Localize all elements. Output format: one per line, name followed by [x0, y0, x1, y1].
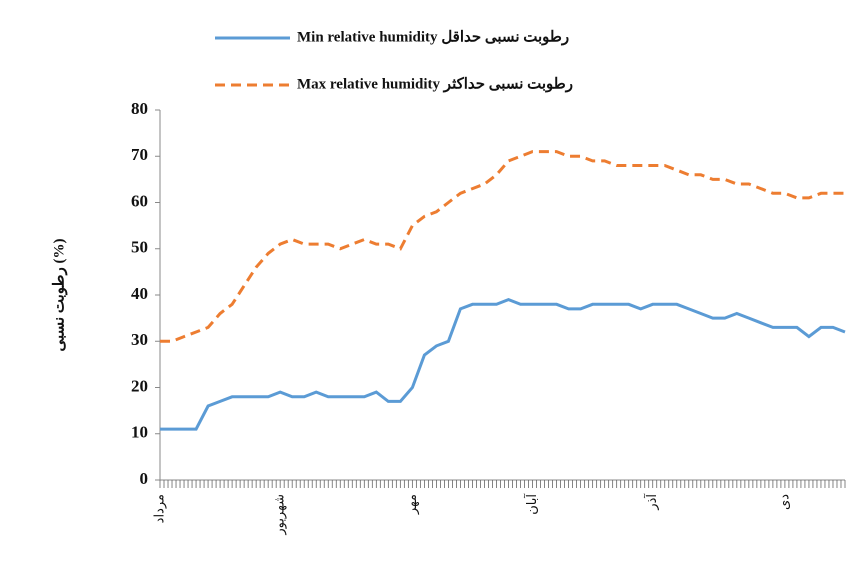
y-tick-label: 60 — [131, 191, 148, 210]
x-tick-label: آبان — [523, 493, 540, 515]
x-tick-label: دی — [777, 494, 792, 510]
x-tick-label: شهریور — [273, 494, 288, 536]
y-tick-label: 30 — [131, 330, 148, 349]
y-axis-label: رطوبت نسبی (%) — [51, 239, 67, 352]
y-tick-label: 40 — [131, 284, 148, 303]
x-tick-label: آذر — [643, 493, 660, 511]
data-line — [160, 150, 845, 343]
y-tick-label: 0 — [140, 469, 149, 488]
legend-label: Min relative humidity رطوبت نسبی حداقل — [297, 29, 569, 45]
x-tick-label: مهر — [405, 494, 420, 515]
x-tick-label: مرداد — [153, 494, 168, 523]
y-tick-label: 10 — [131, 423, 148, 442]
data-line — [160, 297, 846, 431]
y-tick-label: 80 — [131, 99, 148, 118]
y-tick-label: 20 — [131, 376, 148, 395]
legend-label: Max relative humidity رطوبت نسبی حداکثر — [297, 76, 573, 92]
y-tick-label: 70 — [131, 145, 148, 164]
y-tick-label: 50 — [131, 238, 148, 257]
